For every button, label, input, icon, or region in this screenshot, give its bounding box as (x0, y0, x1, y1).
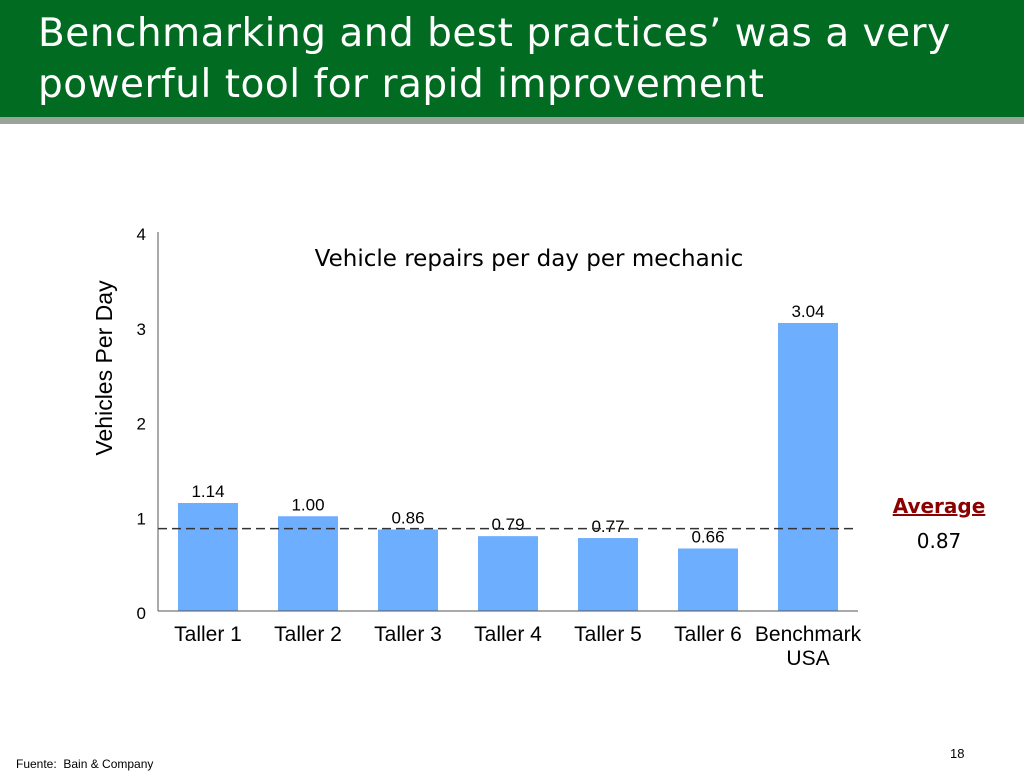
category-label: Taller 4 (474, 623, 542, 646)
bar-value-label: 0.77 (591, 517, 624, 536)
bar-taller-3 (378, 529, 438, 611)
bar-value-label: 0.79 (491, 515, 524, 534)
y-tick-label: 0 (137, 604, 146, 623)
y-axis-label: Vehicles Per Day (91, 280, 117, 456)
bars (178, 322, 838, 611)
bar-taller-4 (478, 536, 538, 611)
y-tick-label: 2 (137, 415, 146, 434)
bar-taller-6 (678, 548, 738, 611)
bar-value-label: 0.66 (691, 527, 724, 546)
source-note: Fuente: Bain & Company (16, 757, 154, 771)
title-rule (0, 117, 1024, 124)
category-label: Benchmark (755, 623, 862, 646)
category-label: Taller 5 (574, 623, 642, 646)
y-tick-label: 1 (137, 509, 146, 528)
y-axis-ticks: 0 1 2 3 4 (137, 225, 146, 623)
category-label: Taller 1 (174, 623, 242, 646)
page-number: 18 (950, 746, 965, 761)
bar-value-labels: 1.14 1.00 0.86 0.79 0.77 0.66 3.04 (191, 302, 824, 547)
bar-value-label: 1.00 (291, 495, 324, 514)
bar-value-label: 0.86 (391, 509, 424, 528)
average-label: Average (892, 494, 986, 518)
bar-taller-2 (278, 516, 338, 611)
y-tick-label: 4 (137, 225, 146, 244)
slide-title: Benchmarking and best practices’ was a v… (38, 11, 951, 107)
category-label: Taller 2 (274, 623, 342, 646)
category-label: USA (786, 647, 829, 670)
bar-value-label: 1.14 (191, 482, 224, 501)
category-label: Taller 3 (374, 623, 442, 646)
bar-taller-5 (578, 538, 638, 611)
category-label: Taller 6 (674, 623, 742, 646)
bar-taller-1 (178, 502, 238, 611)
bar-benchmark-usa (778, 322, 838, 611)
bar-value-label: 3.04 (791, 302, 824, 321)
title-bar: Benchmarking and best practices’ was a v… (0, 0, 1024, 117)
y-tick-label: 3 (137, 320, 146, 339)
category-labels: Taller 1 Taller 2 Taller 3 Taller 4 Taller 5… (174, 623, 861, 670)
average-value: 0.87 (916, 529, 962, 553)
chart-title: Vehicle repairs per day per mechanic (315, 246, 744, 272)
